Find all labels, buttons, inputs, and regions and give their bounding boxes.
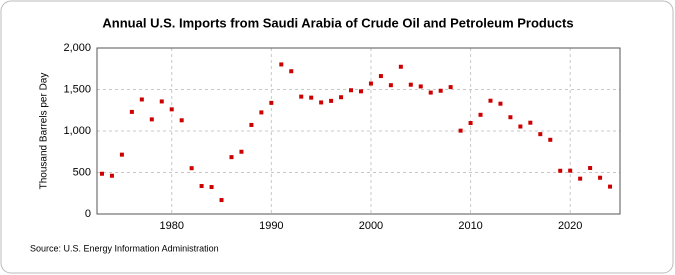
point [368,81,373,86]
point [349,88,354,93]
point [149,117,154,122]
y-tick-label: 500 [73,166,91,178]
point [438,88,443,93]
point [588,166,593,171]
point [139,97,144,102]
point [239,149,244,154]
point [458,128,463,133]
point [179,118,184,123]
point [498,101,503,106]
point [578,176,583,181]
point [468,121,473,126]
point [378,74,383,79]
point [478,112,483,117]
point [508,115,513,120]
chart-title: Annual U.S. Imports from Saudi Arabia of… [102,15,573,30]
x-tick-label: 2010 [458,220,482,232]
point [358,89,363,94]
y-tick-label: 2,000 [63,42,91,54]
point [428,90,433,95]
point [339,95,344,100]
point [199,184,204,189]
y-tick-label: 1,500 [63,83,91,95]
point [289,69,294,74]
point [299,94,304,99]
point [408,82,413,87]
point [528,120,533,125]
y-tick-label: 1,000 [63,125,91,137]
point [568,168,573,173]
source: Source: U.S. Energy Information Administ… [30,243,219,253]
point [538,132,543,137]
point [598,175,603,180]
x-tick-label: 1980 [159,220,183,232]
x-tick-label: 2000 [359,220,383,232]
point [518,124,523,129]
x-tick-label: 1990 [259,220,283,232]
point [309,95,314,100]
point [398,64,403,69]
point [159,99,164,104]
point [448,85,453,90]
point [249,122,254,127]
point [169,107,174,112]
point [269,100,274,105]
point [558,168,563,173]
point [229,155,234,160]
point [279,62,284,67]
y-tick-label: 0 [85,208,91,220]
point [418,84,423,89]
point [329,98,334,103]
x-tick-label: 2020 [558,220,582,232]
point [129,109,134,114]
plot-border [96,47,621,215]
point [189,166,194,171]
point [219,198,224,203]
point [548,137,553,142]
point [99,171,104,176]
point [259,110,264,115]
point [488,98,493,103]
point [388,83,393,88]
point [109,173,114,178]
y-axis-label: Thousand Barrels per Day [39,73,50,190]
point [319,100,324,105]
point [119,152,124,157]
point [209,185,214,190]
point [608,184,613,189]
